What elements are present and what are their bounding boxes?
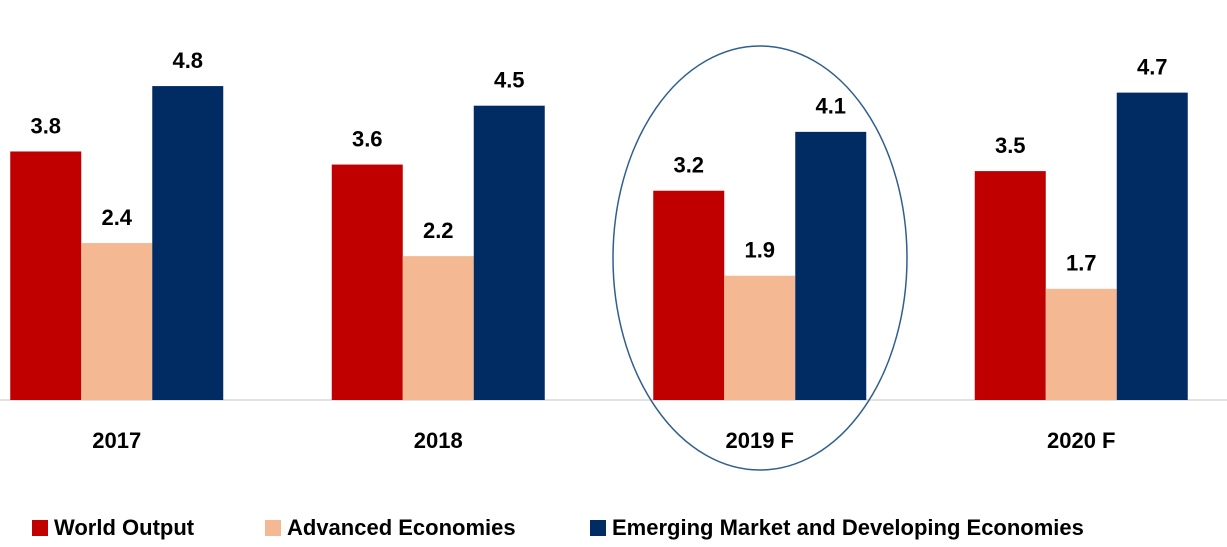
bar bbox=[724, 275, 796, 400]
bar bbox=[331, 164, 403, 400]
legend-label: Advanced Economies bbox=[287, 515, 516, 540]
legend-swatch bbox=[590, 520, 606, 536]
data-label: 2.2 bbox=[423, 218, 454, 243]
bar bbox=[795, 131, 867, 401]
legend-label: World Output bbox=[54, 515, 195, 540]
bar bbox=[1116, 92, 1188, 401]
legend-swatch bbox=[32, 520, 48, 536]
data-label: 3.8 bbox=[30, 113, 61, 138]
x-tick-label: 2020 F bbox=[1047, 428, 1116, 453]
bar bbox=[473, 105, 545, 400]
data-label: 4.7 bbox=[1137, 54, 1168, 79]
bar bbox=[81, 243, 153, 400]
legend-label: Emerging Market and Developing Economies bbox=[612, 515, 1084, 540]
x-tick-label: 2017 bbox=[92, 428, 141, 453]
bar bbox=[152, 86, 224, 400]
x-tick-label: 2018 bbox=[414, 428, 463, 453]
bar bbox=[10, 151, 82, 400]
x-tick-label: 2019 F bbox=[726, 428, 795, 453]
data-label: 3.6 bbox=[352, 126, 383, 151]
data-label: 4.8 bbox=[172, 48, 203, 73]
data-label: 3.2 bbox=[673, 153, 704, 178]
data-label: 4.5 bbox=[494, 68, 525, 93]
bar bbox=[1045, 288, 1117, 400]
data-label: 4.1 bbox=[815, 94, 846, 119]
data-label: 2.4 bbox=[101, 205, 132, 230]
bar bbox=[974, 171, 1046, 400]
data-label: 3.5 bbox=[995, 133, 1026, 158]
bar bbox=[402, 256, 474, 400]
highlight-ellipse bbox=[612, 45, 908, 471]
legend-swatch bbox=[265, 520, 281, 536]
data-label: 1.9 bbox=[744, 238, 775, 263]
data-label: 1.7 bbox=[1066, 251, 1097, 276]
bar bbox=[653, 190, 725, 400]
